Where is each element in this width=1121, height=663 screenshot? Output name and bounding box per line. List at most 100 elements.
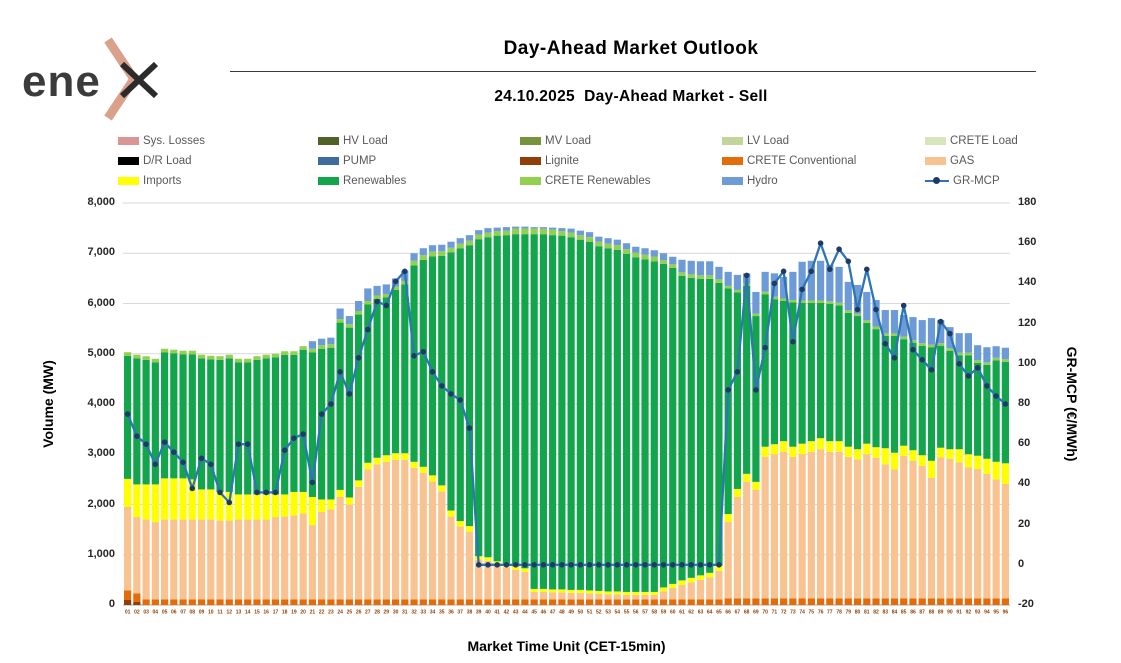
x-tick-label: 85 <box>901 610 907 616</box>
gas-bar-segment <box>900 455 908 599</box>
gr-mcp-marker <box>337 369 343 375</box>
crete-conventional-bar-segment <box>983 598 991 605</box>
crete-renewables-bar-segment <box>410 260 418 266</box>
imports-bar-segment <box>170 478 178 520</box>
gas-bar-segment <box>567 592 575 600</box>
renewables-bar-segment <box>622 253 631 592</box>
renewables-bar-segment <box>853 316 862 450</box>
gr-mcp-marker <box>559 562 565 568</box>
renewables-bar-segment <box>604 248 612 592</box>
imports-bar-segment <box>733 488 742 497</box>
hydro-bar-segment <box>816 260 825 301</box>
crete-renewables-bar-segment <box>318 345 326 349</box>
crete-conventional-bar-segment <box>743 598 751 605</box>
gr-mcp-marker <box>753 387 759 393</box>
crete-conventional-bar-segment <box>512 599 520 605</box>
x-tick-label: 73 <box>790 610 796 616</box>
crete-renewables-bar-segment <box>798 300 806 303</box>
legend-swatch <box>520 157 541 165</box>
gr-mcp-marker <box>531 562 537 568</box>
crete-renewables-bar-segment <box>872 326 880 330</box>
gr-mcp-marker <box>263 489 270 496</box>
gr-mcp-marker <box>429 369 436 375</box>
gas-bar-segment <box>216 520 224 600</box>
crete-conventional-bar-segment <box>604 599 612 605</box>
crete-renewables-bar-segment <box>909 340 917 343</box>
crete-renewables-bar-segment <box>502 230 511 236</box>
x-tick-label: 14 <box>245 610 251 616</box>
renewables-bar-segment <box>641 259 649 592</box>
left-axis-tick-label: 8,000 <box>87 196 115 208</box>
crete-renewables-bar-segment <box>890 333 899 336</box>
crete-renewables-bar-segment <box>133 354 141 359</box>
gas-bar-segment <box>188 519 196 600</box>
crete-conventional-bar-segment <box>650 599 658 605</box>
gr-mcp-marker <box>208 461 214 468</box>
hydro-bar-segment <box>318 338 326 346</box>
x-tick-label: 67 <box>735 610 741 616</box>
gr-mcp-marker <box>448 391 454 397</box>
x-tick-label: 36 <box>448 610 454 616</box>
left-axis-title: Volume (MW) <box>40 360 56 448</box>
gas-bar-segment <box>364 469 372 600</box>
imports-bar-segment <box>826 441 834 452</box>
legend-item-pump: PUMP <box>318 154 376 168</box>
gas-bar-segment <box>244 519 252 600</box>
crete-conventional-bar-segment <box>216 599 224 605</box>
x-tick-label: 39 <box>476 610 482 616</box>
crete-conventional-bar-segment <box>687 599 695 605</box>
legend-label: Imports <box>143 175 182 187</box>
hydro-bar-segment <box>604 238 612 244</box>
crete-conventional-bar-segment <box>595 599 603 605</box>
gr-mcp-marker <box>706 562 713 568</box>
gr-mcp-marker <box>919 357 925 363</box>
renewables-bar-segment <box>835 305 843 442</box>
crete-renewables-bar-segment <box>659 260 668 264</box>
x-tick-label: 07 <box>180 610 186 616</box>
imports-bar-segment <box>835 441 843 452</box>
crete-renewables-bar-segment <box>567 232 575 238</box>
gr-mcp-marker <box>318 411 325 417</box>
imports-bar-segment <box>807 441 815 452</box>
gr-mcp-marker <box>226 499 233 506</box>
crete-conventional-bar-segment <box>789 598 797 605</box>
gr-mcp-marker <box>494 562 501 568</box>
crete-renewables-bar-segment <box>124 352 132 356</box>
x-axis-title: Market Time Unit (CET-15min) <box>467 638 666 654</box>
crete-renewables-bar-segment <box>900 336 908 340</box>
imports-bar-segment <box>752 481 760 490</box>
imports-bar-segment <box>992 461 1000 480</box>
hydro-bar-segment <box>456 238 464 244</box>
gr-mcp-marker <box>799 286 805 293</box>
x-tick-label: 46 <box>541 610 547 616</box>
renewables-bar-segment <box>179 354 187 479</box>
x-tick-label: 02 <box>134 610 140 616</box>
gr-mcp-marker <box>743 272 750 279</box>
right-axis-tick-label: 160 <box>1018 236 1037 249</box>
crete-conventional-bar-segment <box>179 599 187 605</box>
crete-conventional-bar-segment <box>299 599 307 605</box>
left-axis-tick-label: 4,000 <box>87 397 115 409</box>
gas-bar-segment <box>539 591 547 600</box>
x-tick-label: 83 <box>883 610 889 616</box>
imports-bar-segment <box>890 452 899 470</box>
renewables-bar-segment <box>290 354 298 492</box>
imports-bar-segment <box>789 446 797 457</box>
gr-mcp-marker <box>161 439 168 446</box>
renewables-bar-segment <box>364 304 372 463</box>
gas-bar-segment <box>373 464 381 600</box>
gas-bar-segment <box>447 516 455 600</box>
gas-bar-segment <box>493 564 501 600</box>
renewables-bar-segment <box>789 302 797 447</box>
gas-bar-segment <box>253 519 261 600</box>
imports-bar-segment <box>687 577 695 583</box>
crete-conventional-bar-segment <box>502 599 511 605</box>
crete-conventional-bar-segment <box>974 598 982 605</box>
hydro-bar-segment <box>632 246 640 253</box>
gas-bar-segment <box>890 469 899 599</box>
legend-swatch <box>118 137 139 145</box>
imports-bar-segment <box>465 526 474 532</box>
imports-bar-segment <box>253 494 261 520</box>
crete-renewables-bar-segment <box>844 310 852 313</box>
lignite-bar-segment <box>124 599 132 605</box>
